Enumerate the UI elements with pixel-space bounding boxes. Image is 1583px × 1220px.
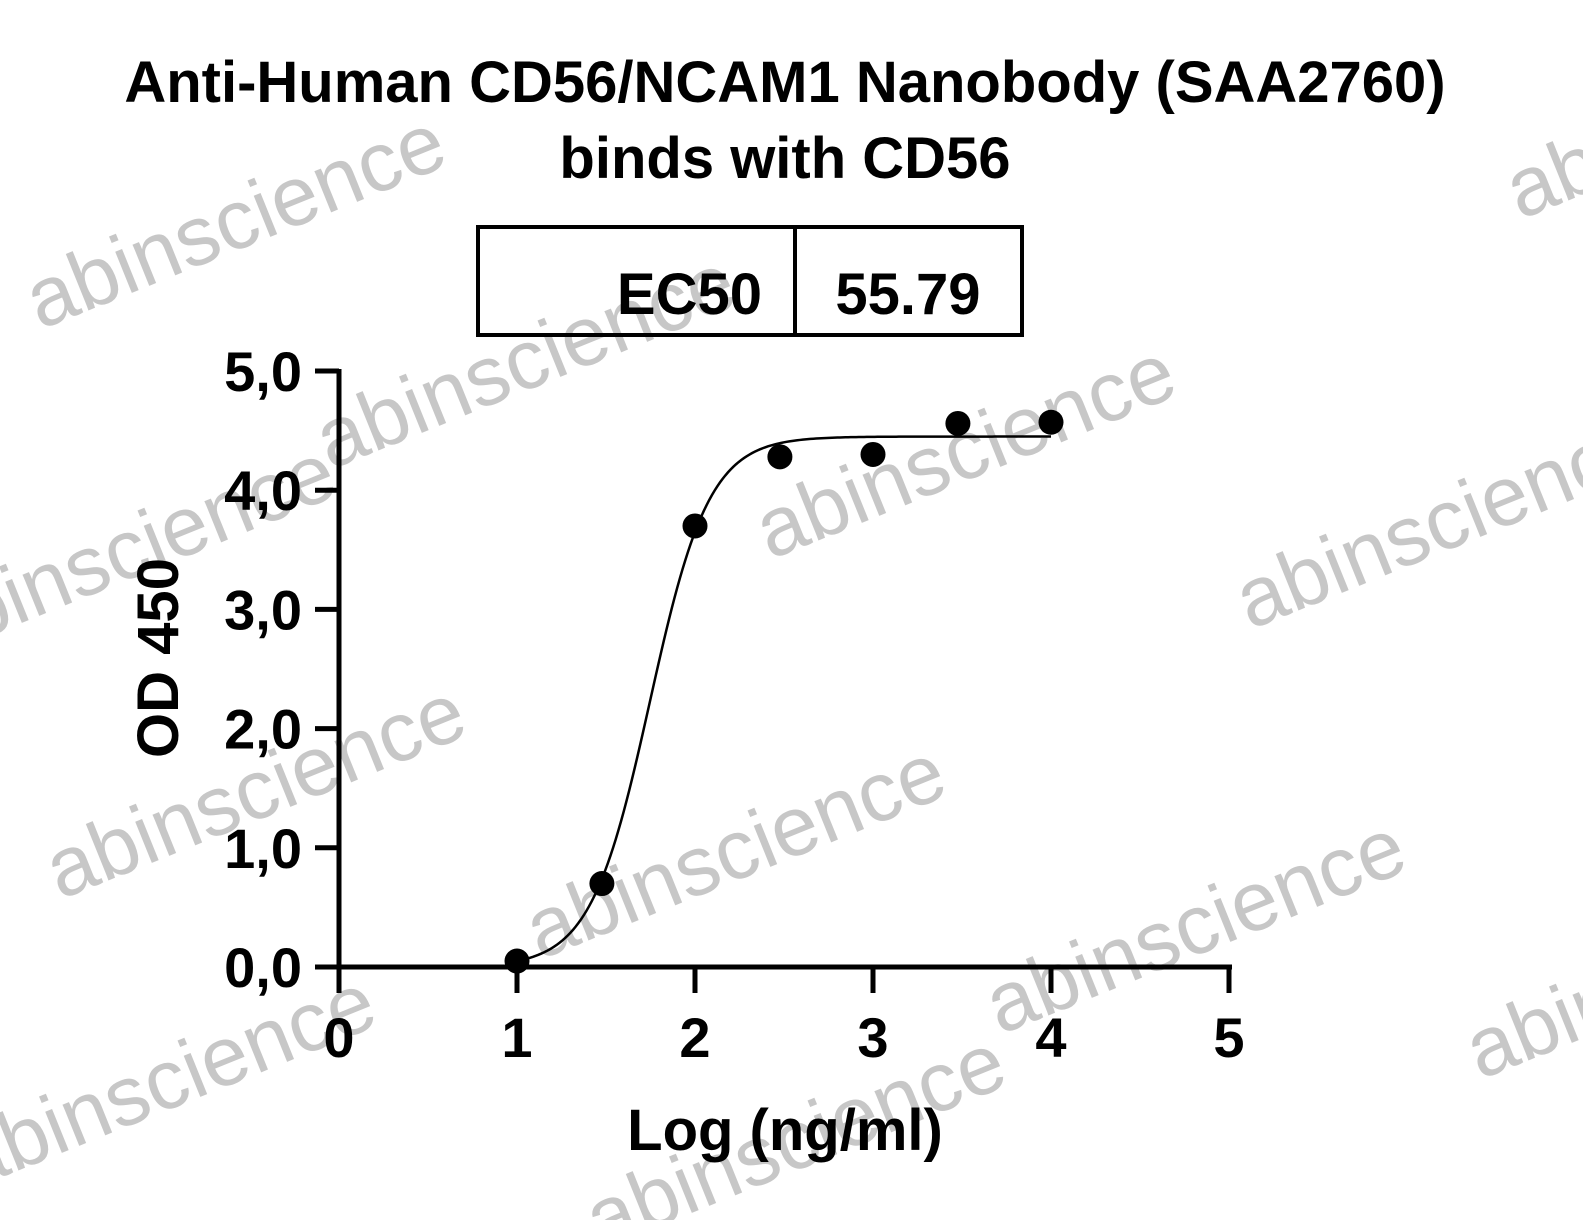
watermark-text: abinscience <box>1492 0 1583 237</box>
watermark-text: abinscience <box>512 723 959 976</box>
watermark-text: abinscience <box>1222 393 1583 646</box>
data-point <box>945 410 971 436</box>
x-tick-label: 2 <box>679 1006 710 1069</box>
data-point <box>860 441 886 467</box>
watermark-text: abinscience <box>0 953 388 1206</box>
watermark-text: abinscience <box>1452 843 1583 1096</box>
chart-title-line1: Anti-Human CD56/NCAM1 Nanobody (SAA2760) <box>124 50 1445 115</box>
y-axis-label: OD 450 <box>126 558 191 758</box>
data-point <box>682 513 708 539</box>
y-tick-label: 3,0 <box>224 578 302 641</box>
y-tick-label: 2,0 <box>224 698 302 761</box>
fit-curve <box>516 435 1051 963</box>
data-point <box>767 444 793 470</box>
y-tick-label: 1,0 <box>224 817 302 880</box>
x-tick-label: 3 <box>857 1006 888 1069</box>
data-point <box>1038 409 1064 435</box>
y-tick-label: 0,0 <box>224 936 302 999</box>
x-tick-label: 4 <box>1035 1006 1066 1069</box>
x-axis-label: Log (ng/ml) <box>627 1098 943 1163</box>
chart-title-line2: binds with CD56 <box>559 126 1010 191</box>
watermark-text: abinscience <box>12 93 459 346</box>
watermark-text: abinscience <box>742 323 1189 576</box>
x-tick-label: 1 <box>501 1006 532 1069</box>
data-point <box>504 948 530 974</box>
data-point <box>589 871 615 897</box>
ec50-value: 55.79 <box>835 262 980 327</box>
y-axis: 0,0 1,0 2,0 3,0 4,0 5,0 <box>224 340 342 999</box>
data-points <box>504 409 1064 974</box>
ec50-box: EC50 55.79 <box>476 225 1024 337</box>
ec50-label: EC50 <box>617 262 762 327</box>
y-tick-label: 4,0 <box>224 459 302 522</box>
x-tick-label: 0 <box>323 1006 354 1069</box>
x-tick-label: 5 <box>1213 1006 1244 1069</box>
y-tick-label: 5,0 <box>224 340 302 403</box>
